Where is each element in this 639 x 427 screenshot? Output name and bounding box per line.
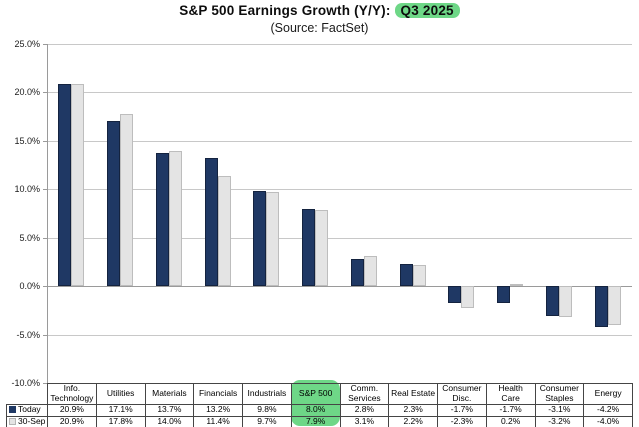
bar-today-consumer-disc bbox=[448, 286, 462, 303]
legend-key-today: Today bbox=[6, 403, 48, 417]
bar-30-sep-energy bbox=[607, 286, 621, 325]
value-30-sep-energy: -4.0% bbox=[583, 415, 633, 427]
legend-swatch-today bbox=[9, 406, 16, 414]
table-header-real-estate: Real Estate bbox=[388, 383, 438, 405]
value-30-sep-health-care: 0.2% bbox=[485, 415, 536, 427]
bar-30-sep-industrials bbox=[266, 192, 280, 287]
value-30-sep-utilities: 17.8% bbox=[95, 415, 146, 427]
y-axis-tick bbox=[43, 189, 47, 191]
bar-30-sep-financials bbox=[217, 175, 231, 287]
table-header-health-care: Health Care bbox=[485, 383, 536, 405]
value-today-real-estate: 2.3% bbox=[388, 403, 438, 417]
value-30-sep-consumer-staples: -3.2% bbox=[534, 415, 585, 427]
chart-title: S&P 500 Earnings Growth (Y/Y): Q3 2025 bbox=[0, 3, 639, 18]
value-30-sep-info-technology: 20.9% bbox=[47, 415, 97, 427]
value-today-consumer-disc: -1.7% bbox=[437, 403, 487, 417]
value-today-industrials: 9.8% bbox=[242, 403, 292, 417]
value-today-utilities: 17.1% bbox=[95, 403, 146, 417]
y-axis-tick bbox=[43, 92, 47, 94]
bar-30-sep-comm-services bbox=[363, 256, 377, 287]
y-axis-tick bbox=[43, 44, 47, 45]
value-30-sep-real-estate: 2.2% bbox=[388, 415, 438, 427]
y-axis-label: -10.0% bbox=[11, 378, 40, 388]
bar-30-sep-real-estate bbox=[412, 264, 426, 287]
y-axis-tick bbox=[43, 383, 47, 384]
gridline bbox=[47, 189, 632, 191]
table-header-consumer-staples: Consumer Staples bbox=[534, 383, 585, 405]
legend-key-30-sep: 30-Sep bbox=[6, 415, 48, 427]
gridline bbox=[47, 334, 632, 336]
value-today-info-technology: 20.9% bbox=[47, 403, 97, 417]
table-header-materials: Materials bbox=[144, 383, 195, 405]
bar-today-consumer-staples bbox=[545, 286, 559, 317]
chart-subtitle: (Source: FactSet) bbox=[270, 21, 369, 35]
bar-30-sep-health-care bbox=[510, 284, 524, 287]
gridline bbox=[47, 92, 632, 94]
value-today-financials: 13.2% bbox=[193, 403, 243, 417]
bar-today-financials bbox=[204, 158, 218, 287]
bar-today-materials bbox=[155, 153, 169, 287]
table-header-industrials: Industrials bbox=[242, 383, 292, 405]
value-today-consumer-staples: -3.1% bbox=[534, 403, 585, 417]
gridline bbox=[47, 140, 632, 142]
bar-today-s-p-500 bbox=[302, 208, 316, 287]
value-30-sep-consumer-disc: -2.3% bbox=[437, 415, 487, 427]
y-axis-label: 15.0% bbox=[14, 135, 40, 146]
y-axis-label: 0.0% bbox=[19, 281, 40, 292]
value-today-comm-services: 2.8% bbox=[339, 403, 390, 417]
legend-swatch-30-sep bbox=[9, 418, 16, 426]
zero-gridline bbox=[47, 286, 632, 288]
bar-today-health-care bbox=[497, 286, 511, 303]
bar-today-info-technology bbox=[58, 83, 72, 287]
bar-today-energy bbox=[594, 286, 608, 327]
value-today-energy: -4.2% bbox=[583, 403, 633, 417]
value-30-sep-materials: 14.0% bbox=[144, 415, 195, 427]
y-axis-tick bbox=[43, 237, 47, 239]
table-corner-cell bbox=[7, 384, 48, 405]
y-axis-tick bbox=[43, 334, 47, 336]
bar-30-sep-info-technology bbox=[71, 83, 85, 287]
table-header-comm-services: Comm. Services bbox=[339, 383, 390, 405]
chart-data-table: Info. Technology Utilities Materials Financ… bbox=[6, 383, 633, 427]
y-axis-line bbox=[47, 44, 48, 383]
y-axis-label: 5.0% bbox=[19, 232, 40, 243]
y-axis-label: 25.0% bbox=[14, 39, 40, 49]
chart-title-text: S&P 500 Earnings Growth (Y/Y): bbox=[179, 3, 391, 18]
value-today-materials: 13.7% bbox=[144, 403, 195, 417]
value-today-health-care: -1.7% bbox=[485, 403, 536, 417]
value-30-sep-financials: 11.4% bbox=[193, 415, 243, 427]
bar-30-sep-consumer-staples bbox=[558, 286, 572, 318]
table-header-info-technology: Info. Technology bbox=[47, 383, 97, 405]
table-row-30-sep: 30-Sep 20.9% 17.8% 14.0% 11.4% 9.7% 7.9% 3.1% 2.… bbox=[6, 415, 633, 427]
bar-today-utilities bbox=[107, 120, 121, 287]
table-header-energy: Energy bbox=[583, 383, 633, 405]
value-30-sep-s-p-500: 7.9% bbox=[290, 415, 341, 427]
table-row-today: Today 20.9% 17.1% 13.7% 13.2% 9.8% 8.0% 2.8% 2.3… bbox=[6, 403, 633, 417]
value-today-s-p-500: 8.0% bbox=[290, 403, 341, 417]
table-header-financials: Financials bbox=[193, 383, 243, 405]
bar-today-comm-services bbox=[350, 259, 364, 287]
value-30-sep-industrials: 9.7% bbox=[242, 415, 292, 427]
bar-today-industrials bbox=[253, 191, 267, 287]
chart-title-highlight: Q3 2025 bbox=[394, 3, 460, 18]
y-axis-tick bbox=[43, 140, 47, 142]
y-axis-tick bbox=[43, 286, 47, 288]
y-axis-label: -5.0% bbox=[16, 329, 40, 340]
bar-30-sep-s-p-500 bbox=[315, 209, 329, 287]
y-axis-label: 20.0% bbox=[14, 87, 40, 98]
y-axis-label: 10.0% bbox=[14, 184, 40, 195]
table-header-utilities: Utilities bbox=[95, 383, 146, 405]
bar-30-sep-materials bbox=[168, 150, 182, 287]
bar-today-real-estate bbox=[399, 263, 413, 287]
bar-30-sep-utilities bbox=[120, 113, 134, 287]
bar-30-sep-consumer-disc bbox=[461, 286, 475, 309]
table-header-s-p-500: S&P 500 bbox=[290, 383, 341, 405]
gridline bbox=[47, 44, 632, 45]
gridline bbox=[47, 237, 632, 239]
table-header-consumer-disc: Consumer Disc. bbox=[437, 383, 487, 405]
value-30-sep-comm-services: 3.1% bbox=[339, 415, 390, 427]
